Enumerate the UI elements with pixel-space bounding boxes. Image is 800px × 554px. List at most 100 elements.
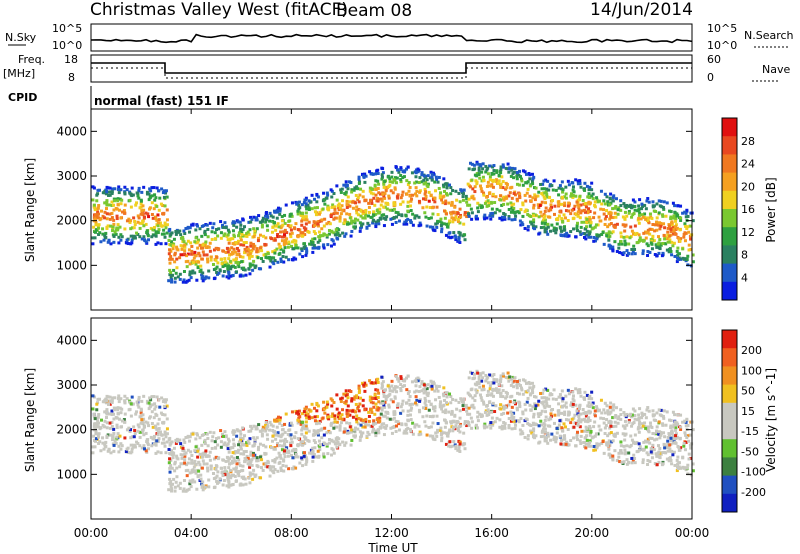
velocity-cell <box>122 418 126 422</box>
power-cell <box>686 214 690 218</box>
power-cell <box>144 222 148 226</box>
velocity-cell <box>501 374 505 378</box>
power-cell <box>645 242 649 246</box>
cpid-text: normal (fast) 151 IF <box>94 94 229 108</box>
velocity-cell <box>261 468 265 472</box>
velocity-cell <box>479 396 483 400</box>
velocity-cell <box>489 393 493 397</box>
power-cell <box>296 212 300 216</box>
power-cell <box>304 204 308 208</box>
velocity-cell <box>368 398 372 402</box>
power-cell <box>136 214 140 218</box>
velocity-cell <box>630 438 634 442</box>
velocity-cell <box>671 425 675 429</box>
velocity-cell <box>645 451 649 455</box>
power-cell <box>463 213 467 217</box>
velocity-cell <box>367 423 371 427</box>
power-cell <box>617 206 621 210</box>
power-cell <box>119 238 123 242</box>
power-cell <box>526 228 530 232</box>
velocity-cell <box>631 459 635 463</box>
velocity-cell <box>262 443 266 447</box>
power-cell <box>512 202 516 206</box>
velocity-cell <box>631 407 635 411</box>
velocity-cell <box>439 400 443 404</box>
velocity-cell <box>297 412 301 416</box>
power-cell <box>149 226 153 230</box>
velocity-cell <box>388 386 392 390</box>
velocity-cell <box>495 416 499 420</box>
power-cell <box>583 181 587 185</box>
power-cell <box>487 201 491 205</box>
velocity-cell <box>323 411 327 415</box>
velocity-cell <box>614 424 618 428</box>
power-cell <box>201 243 205 247</box>
velocity-cell <box>551 397 555 401</box>
power-cell <box>128 198 132 202</box>
power-cell <box>335 184 339 188</box>
velocity-cell <box>461 400 465 404</box>
velocity-cell <box>444 431 448 435</box>
velocity-cell <box>640 447 644 451</box>
power-cell <box>252 235 256 239</box>
velocity-cell <box>515 391 519 395</box>
velocity-cell <box>611 439 615 443</box>
power-cell <box>501 186 505 190</box>
power-cell <box>648 212 652 216</box>
velocity-cell <box>190 461 194 465</box>
power-cell <box>343 192 347 196</box>
power-cell <box>563 204 567 208</box>
power-cell <box>564 209 568 213</box>
velocity-cell <box>230 455 234 459</box>
velocity-cell <box>619 449 623 453</box>
power-cell <box>241 234 245 238</box>
power-cell <box>368 189 372 193</box>
velocity-cell <box>147 401 151 405</box>
power-cell <box>330 205 334 209</box>
velocity-cell <box>529 429 533 433</box>
y-tick-label: 1000 <box>56 258 87 272</box>
power-cell <box>447 201 451 205</box>
power-cell <box>173 280 177 284</box>
power-cell <box>183 249 187 253</box>
power-cell <box>111 229 115 233</box>
velocity-cell <box>211 471 215 475</box>
velocity-cell <box>552 388 556 392</box>
velocity-cell <box>657 432 661 436</box>
power-cell <box>550 184 554 188</box>
velocity-cell <box>315 409 319 413</box>
velocity-cell <box>159 411 163 415</box>
power-cell <box>195 278 199 282</box>
power-cell <box>274 224 278 228</box>
velocity-cell <box>646 425 650 429</box>
velocity-cell <box>309 448 313 452</box>
power-cell <box>503 213 507 217</box>
power-cell <box>467 214 471 218</box>
power-cell <box>533 227 537 231</box>
velocity-cell <box>130 450 134 454</box>
power-cell <box>293 227 297 231</box>
power-cell <box>354 201 358 205</box>
power-cell <box>486 172 490 176</box>
power-cell <box>527 214 531 218</box>
power-cell <box>101 232 105 236</box>
velocity-cell <box>586 420 590 424</box>
velocity-cell <box>584 436 588 440</box>
velocity-cell <box>545 404 549 408</box>
velocity-cell <box>534 395 538 399</box>
power-cell <box>119 233 123 237</box>
velocity-cell <box>531 391 535 395</box>
velocity-cell <box>204 454 208 458</box>
velocity-cell <box>662 431 666 435</box>
power-cell <box>307 220 311 224</box>
power-cell <box>588 232 592 236</box>
power-cell <box>623 224 627 228</box>
power-cell <box>157 189 161 193</box>
velocity-cell <box>458 440 462 444</box>
power-cell <box>313 224 317 228</box>
power-cell <box>440 198 444 202</box>
power-cell <box>567 201 571 205</box>
velocity-cell <box>330 404 334 408</box>
velocity-cell <box>441 392 445 396</box>
velocity-cell <box>265 427 269 431</box>
